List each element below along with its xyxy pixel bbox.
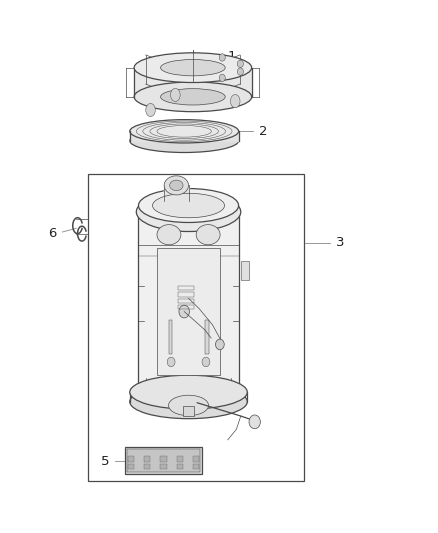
Bar (178, 286, 194, 290)
Polygon shape (164, 185, 188, 201)
Bar (127, 449, 200, 472)
Circle shape (219, 54, 225, 61)
Ellipse shape (130, 129, 239, 152)
Bar (160, 456, 166, 462)
Bar (144, 464, 150, 469)
Ellipse shape (230, 94, 240, 108)
Polygon shape (130, 131, 239, 141)
Text: 5: 5 (101, 455, 110, 467)
Circle shape (215, 339, 224, 350)
Bar (160, 464, 166, 469)
Ellipse shape (138, 189, 239, 222)
Polygon shape (138, 212, 239, 389)
Bar (178, 299, 194, 303)
Bar (144, 456, 150, 462)
Circle shape (237, 60, 244, 68)
Circle shape (202, 357, 210, 367)
Bar (127, 464, 134, 469)
Bar (178, 293, 194, 297)
Bar (177, 464, 183, 469)
Ellipse shape (161, 88, 225, 105)
Ellipse shape (134, 82, 252, 112)
Circle shape (179, 305, 189, 318)
Ellipse shape (170, 180, 183, 191)
Bar (157, 248, 220, 375)
Polygon shape (146, 378, 231, 381)
Ellipse shape (170, 88, 180, 101)
Bar (193, 456, 199, 462)
Text: 6: 6 (48, 227, 57, 240)
Text: 3: 3 (336, 236, 344, 249)
Bar (205, 319, 208, 354)
Ellipse shape (146, 103, 155, 117)
Ellipse shape (136, 192, 241, 231)
Bar (177, 456, 183, 462)
Ellipse shape (169, 395, 208, 416)
Bar (178, 305, 194, 310)
Ellipse shape (130, 375, 247, 409)
Text: 1: 1 (228, 50, 236, 62)
Ellipse shape (152, 193, 225, 218)
Bar (169, 319, 173, 354)
Circle shape (237, 68, 244, 75)
Ellipse shape (134, 53, 252, 83)
Ellipse shape (164, 176, 188, 195)
Ellipse shape (161, 60, 225, 76)
Ellipse shape (157, 224, 181, 245)
Ellipse shape (130, 119, 239, 143)
Bar (125, 447, 201, 474)
Bar (184, 407, 194, 416)
Bar (127, 456, 134, 462)
Bar (88, 174, 304, 481)
Circle shape (249, 415, 260, 429)
Bar (241, 261, 249, 280)
Text: 2: 2 (259, 125, 268, 138)
Bar (193, 464, 199, 469)
Polygon shape (134, 68, 252, 97)
Ellipse shape (196, 224, 220, 245)
Circle shape (167, 357, 175, 367)
Ellipse shape (130, 385, 247, 419)
Circle shape (219, 74, 225, 82)
